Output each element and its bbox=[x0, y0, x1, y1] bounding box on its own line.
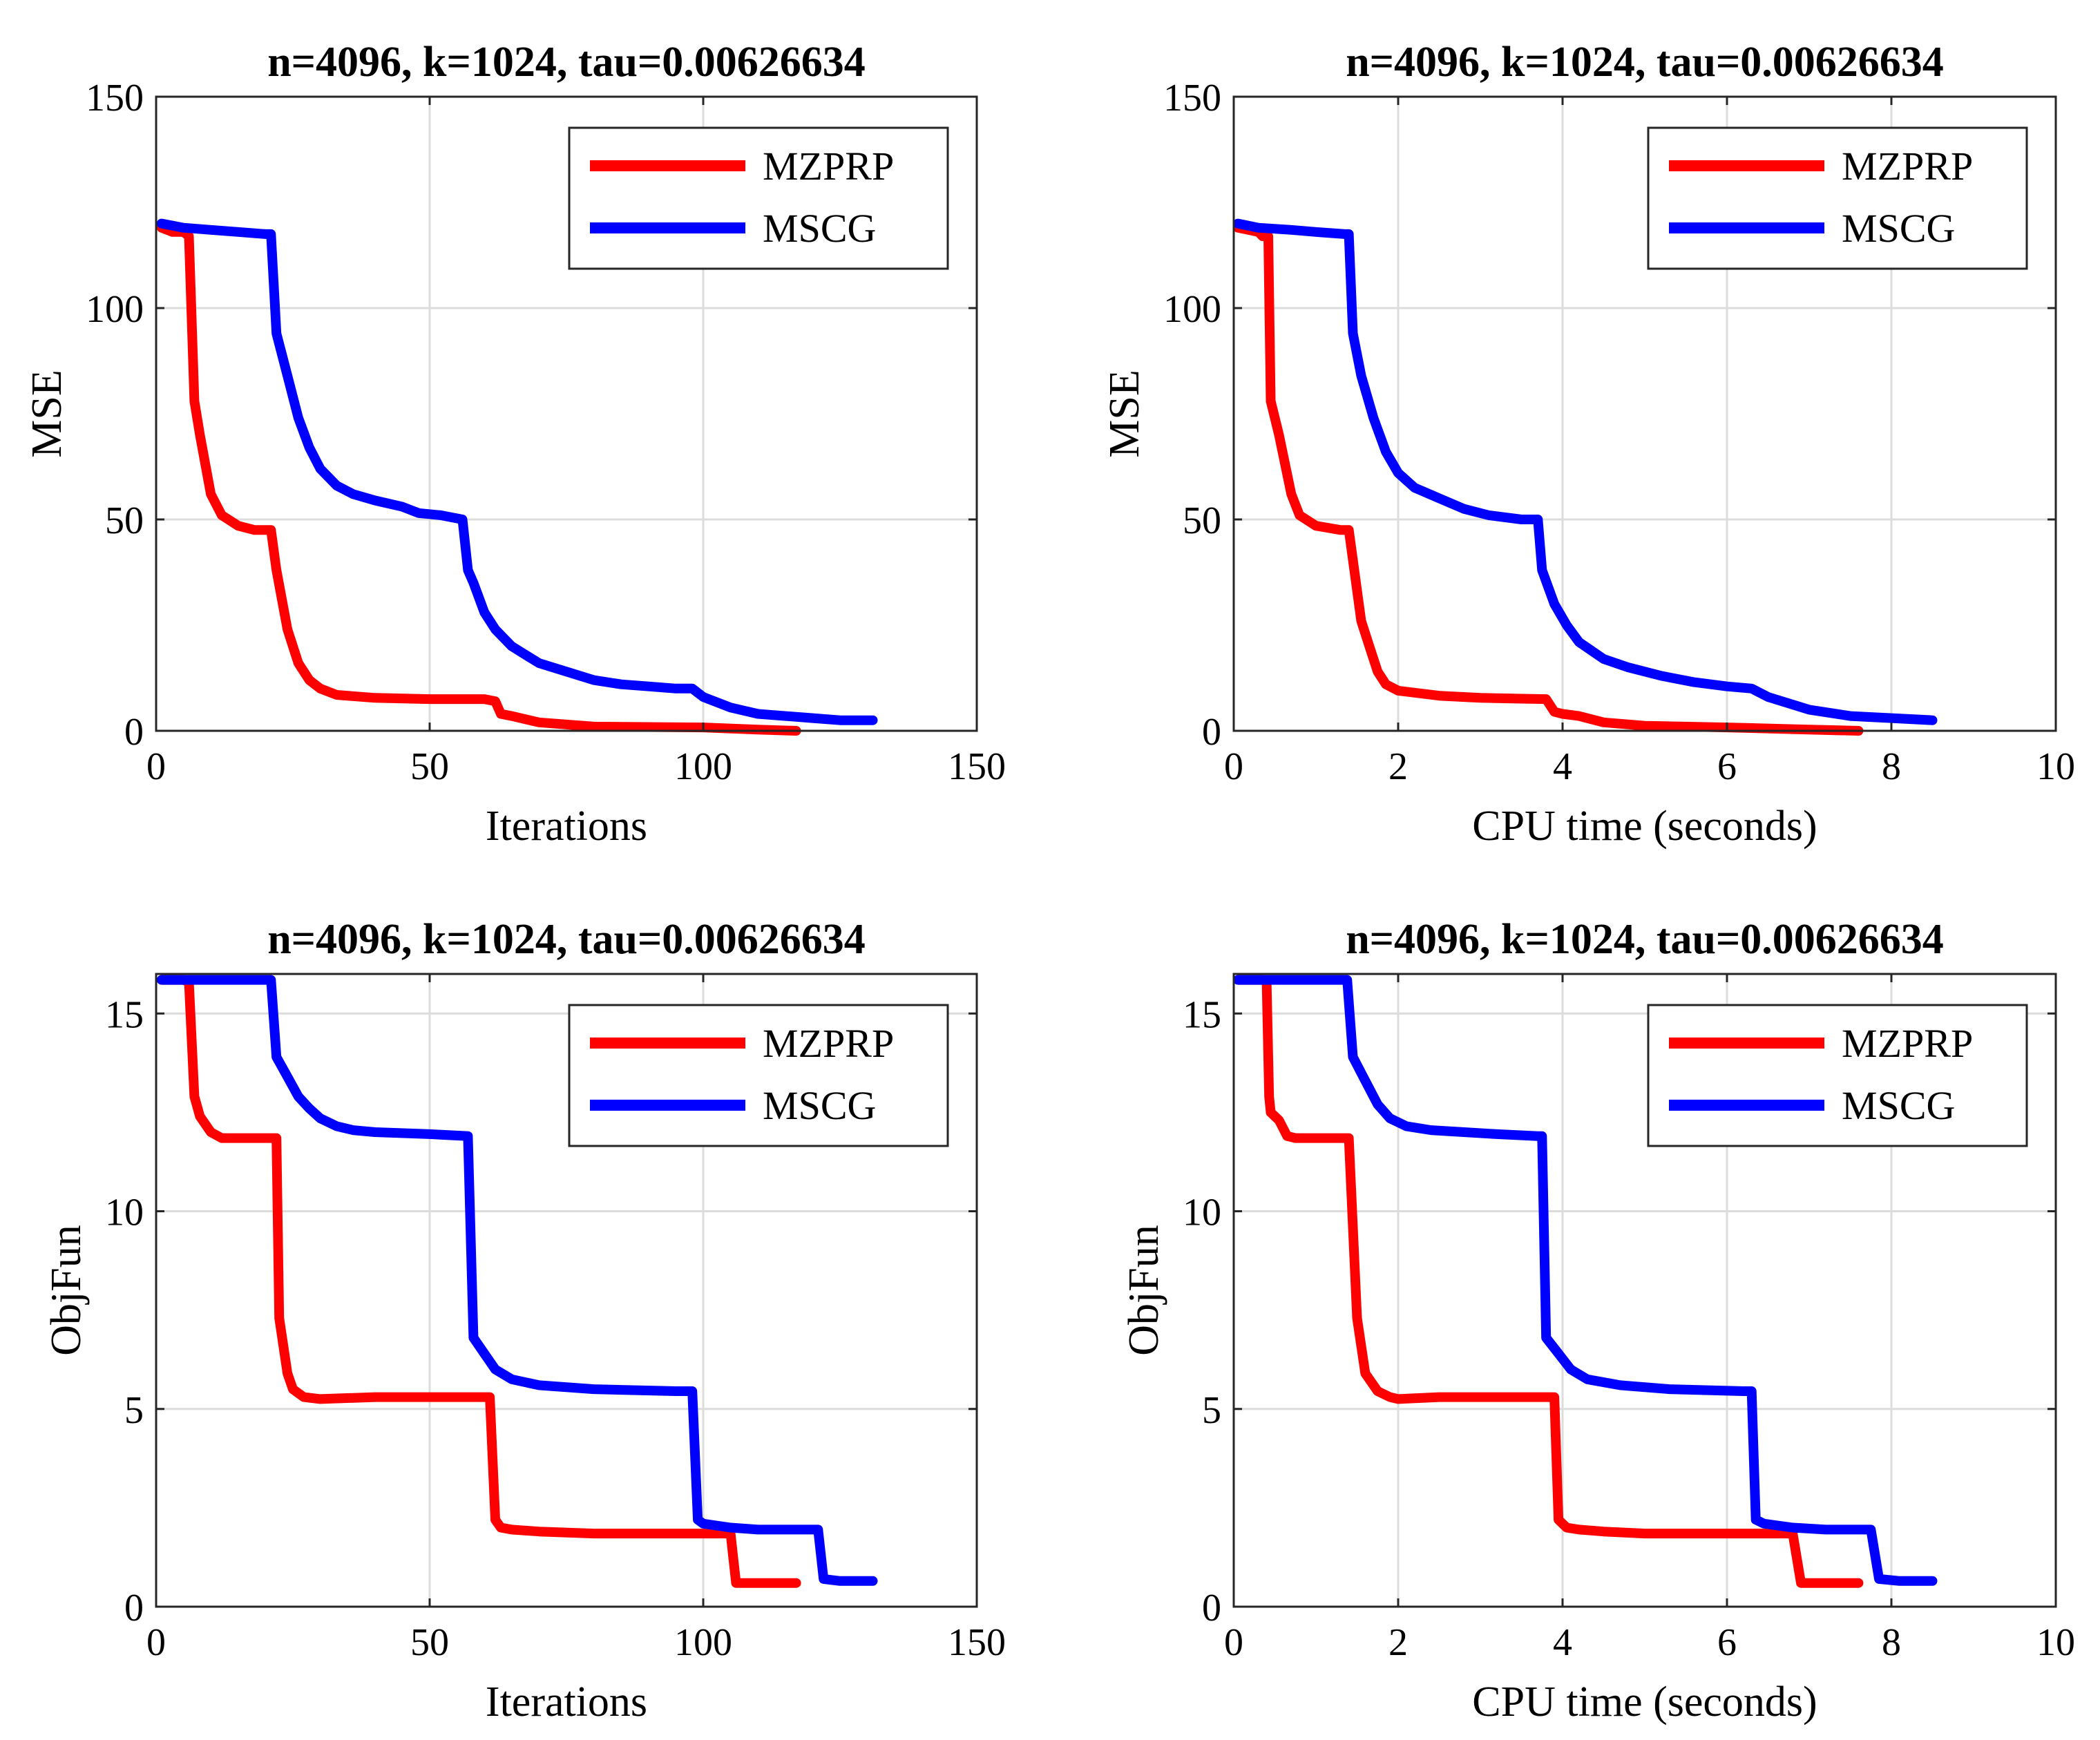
x-tick-label: 0 bbox=[146, 745, 166, 788]
y-tick-label: 150 bbox=[86, 77, 144, 119]
legend: MZPRP MSCG bbox=[1647, 1004, 2028, 1147]
axes-box bbox=[155, 95, 978, 732]
x-tick-label: 2 bbox=[1388, 745, 1408, 788]
axes-box bbox=[155, 973, 978, 1608]
x-axis-label: Iterations bbox=[486, 803, 647, 850]
legend-label-mscg: MSCG bbox=[1842, 206, 1955, 251]
y-tick-label: 10 bbox=[105, 1192, 144, 1234]
chart-title: n=4096, k=1024, tau=0.00626634 bbox=[1346, 39, 1944, 86]
legend: MZPRP MSCG bbox=[568, 126, 949, 270]
x-tick-label: 150 bbox=[948, 745, 1006, 788]
chart-panel-3: 0 50 100 150 0 5 10 15 n=4096, k=1024, tau=0.006… bbox=[43, 916, 1006, 1725]
y-tick-label: 50 bbox=[105, 499, 144, 542]
legend-label-mzprp: MZPRP bbox=[1842, 1021, 1973, 1066]
x-tick-label: 8 bbox=[1882, 745, 1901, 788]
chart-panel-1: 0 50 100 150 0 50 100 150 n=4096, k=1024, tau=0.… bbox=[23, 39, 1006, 850]
y-axis-label: ObjFun bbox=[1120, 1225, 1167, 1355]
y-axis-label: MSE bbox=[23, 370, 70, 457]
chart-panel-4: 0 2 4 6 8 10 0 5 10 15 n=4096, k=1024, tau=0.00626… bbox=[1120, 916, 2075, 1725]
series-line-mscg bbox=[1234, 218, 1938, 725]
series-line-mscg bbox=[156, 218, 878, 725]
y-tick-label: 0 bbox=[1202, 711, 1221, 754]
series-line-mzprp bbox=[156, 975, 801, 1588]
legend-label-mscg: MSCG bbox=[763, 206, 876, 251]
y-tick-label: 100 bbox=[86, 288, 144, 331]
x-tick-label: 10 bbox=[2036, 1621, 2075, 1664]
x-tick-label: 10 bbox=[2036, 745, 2075, 788]
y-tick-label: 10 bbox=[1183, 1192, 1221, 1234]
x-axis-label: Iterations bbox=[486, 1679, 647, 1725]
y-tick-label: 5 bbox=[124, 1389, 144, 1432]
x-tick-label: 4 bbox=[1553, 745, 1572, 788]
legend-box bbox=[568, 126, 949, 270]
y-axis-label: ObjFun bbox=[43, 1225, 90, 1355]
legend-label-mscg: MSCG bbox=[1842, 1083, 1955, 1128]
x-tick-label: 0 bbox=[1224, 745, 1243, 788]
series-line-mscg bbox=[1234, 975, 1938, 1586]
legend-box bbox=[568, 1004, 949, 1147]
chart-title: n=4096, k=1024, tau=0.00626634 bbox=[1346, 916, 1944, 963]
x-axis-label: CPU time (seconds) bbox=[1472, 1679, 1817, 1725]
chart-title: n=4096, k=1024, tau=0.00626634 bbox=[267, 39, 866, 86]
legend-label-mzprp: MZPRP bbox=[1842, 144, 1973, 189]
y-tick-label: 15 bbox=[105, 993, 144, 1036]
legend: MZPRP MSCG bbox=[568, 1004, 949, 1147]
y-tick-label: 150 bbox=[1163, 77, 1221, 119]
y-tick-label: 50 bbox=[1183, 499, 1221, 542]
x-tick-label: 100 bbox=[674, 1621, 732, 1664]
legend-box bbox=[1647, 126, 2028, 270]
series-line-mscg bbox=[156, 975, 878, 1586]
y-tick-label: 5 bbox=[1202, 1389, 1221, 1432]
x-tick-label: 100 bbox=[674, 745, 732, 788]
x-tick-label: 6 bbox=[1717, 745, 1737, 788]
axes-box bbox=[1232, 973, 2057, 1608]
x-tick-label: 50 bbox=[410, 1621, 449, 1664]
legend-label-mzprp: MZPRP bbox=[763, 1021, 894, 1066]
y-tick-label: 15 bbox=[1183, 993, 1221, 1036]
y-tick-label: 0 bbox=[1202, 1587, 1221, 1629]
series-line-mzprp bbox=[1234, 975, 1864, 1588]
legend-label-mscg: MSCG bbox=[763, 1083, 876, 1128]
x-tick-label: 2 bbox=[1388, 1621, 1408, 1664]
x-tick-label: 150 bbox=[948, 1621, 1006, 1664]
legend: MZPRP MSCG bbox=[1647, 126, 2028, 270]
x-tick-label: 8 bbox=[1882, 1621, 1901, 1664]
x-tick-label: 0 bbox=[146, 1621, 166, 1664]
x-tick-label: 50 bbox=[410, 745, 449, 788]
series-line-mzprp bbox=[156, 222, 801, 736]
chart-title: n=4096, k=1024, tau=0.00626634 bbox=[267, 916, 866, 963]
x-tick-label: 6 bbox=[1717, 1621, 1737, 1664]
y-tick-label: 100 bbox=[1163, 288, 1221, 331]
y-tick-label: 0 bbox=[124, 711, 144, 754]
legend-box bbox=[1647, 1004, 2028, 1147]
x-tick-label: 4 bbox=[1553, 1621, 1572, 1664]
y-axis-label: MSE bbox=[1101, 370, 1148, 457]
x-tick-label: 0 bbox=[1224, 1621, 1243, 1664]
x-axis-label: CPU time (seconds) bbox=[1472, 803, 1817, 850]
series-line-mzprp bbox=[1234, 222, 1864, 736]
y-tick-label: 0 bbox=[124, 1587, 144, 1629]
axes-box bbox=[1232, 95, 2057, 732]
legend-label-mzprp: MZPRP bbox=[763, 144, 894, 189]
